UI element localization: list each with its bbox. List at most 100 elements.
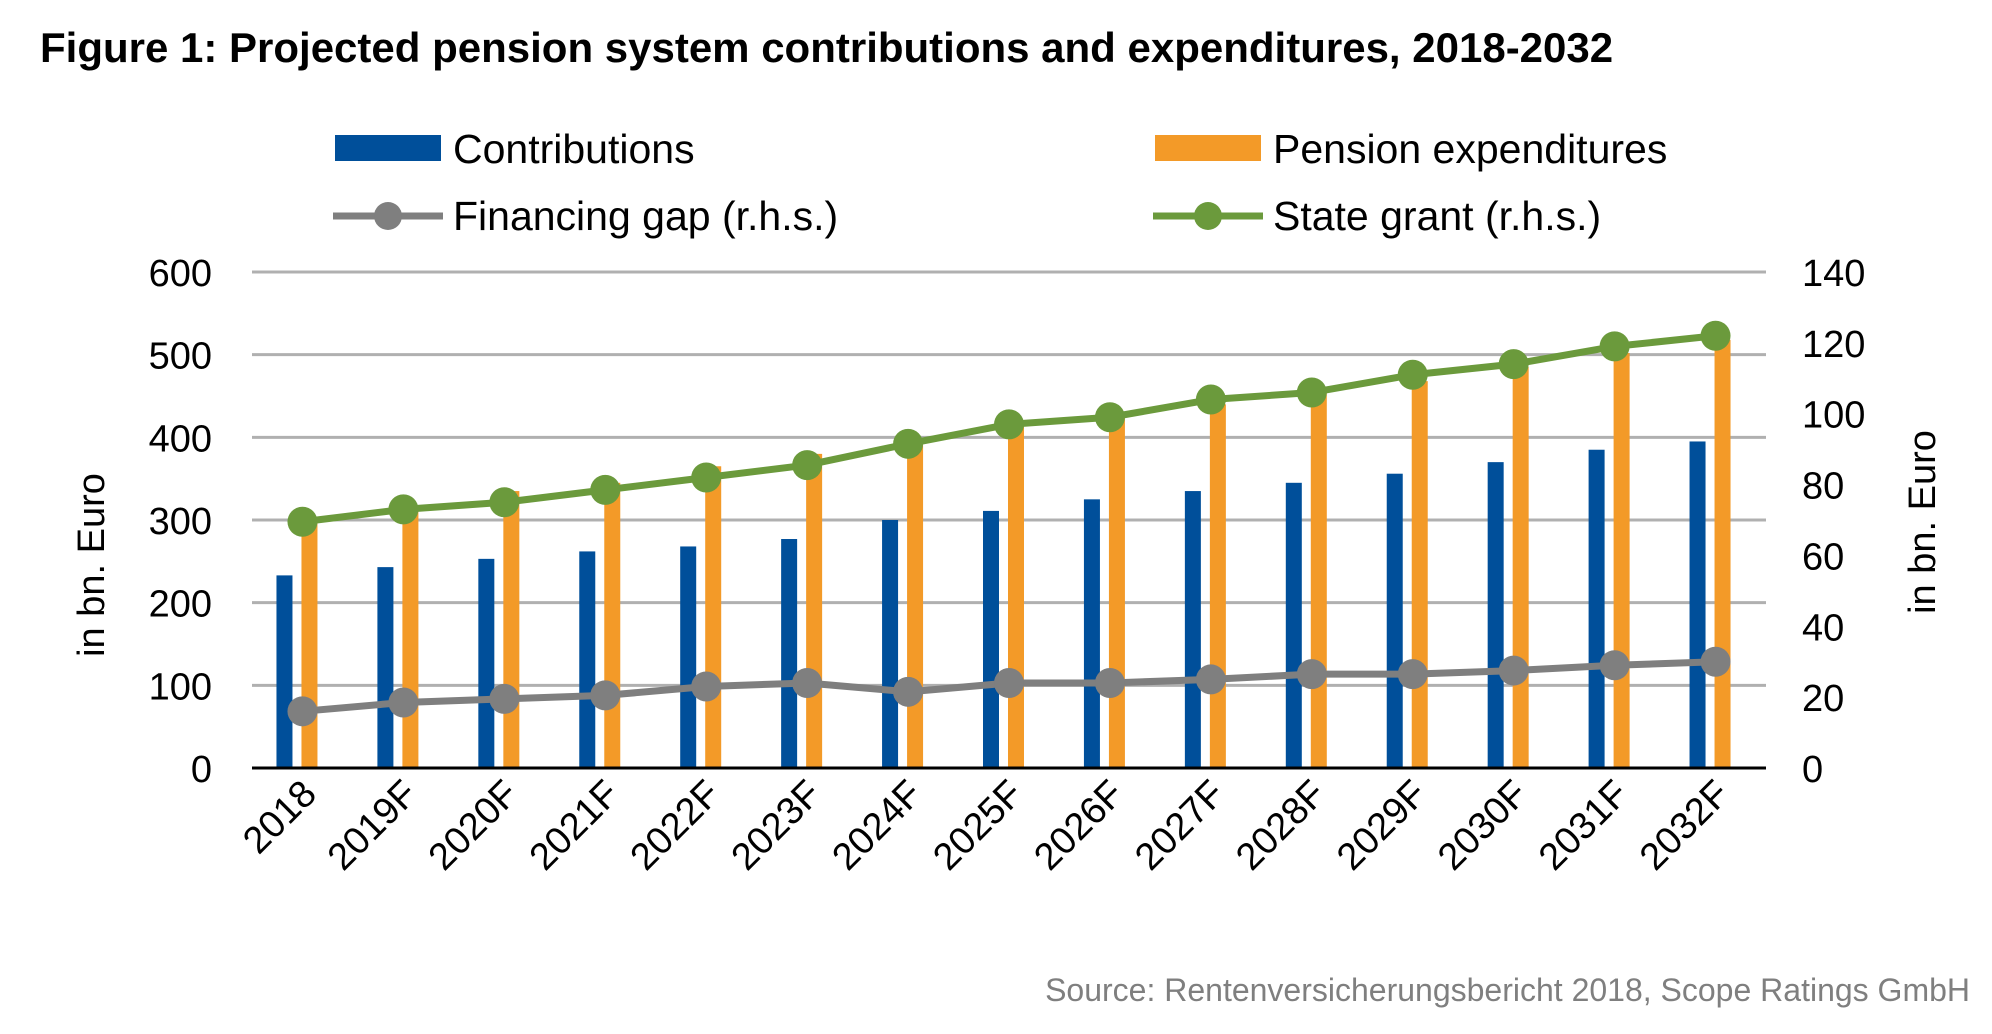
y-left-tick-label: 200	[149, 584, 212, 626]
point-state-grant-2021F	[590, 474, 621, 505]
line-series	[287, 320, 1731, 727]
y-axis-left-label: in bn. Euro	[71, 473, 113, 657]
bar-contributions-2026F	[1083, 499, 1100, 768]
point-state-grant-2032F	[1700, 320, 1731, 351]
bar-pension-expenditures-2024F	[907, 441, 924, 768]
point-state-grant-2019F	[388, 494, 419, 525]
bar-contributions-2019F	[377, 567, 394, 768]
x-tick-label: 2018	[235, 773, 324, 862]
point-financing-gap-2026F	[1094, 667, 1125, 698]
point-financing-gap-2021F	[590, 680, 621, 711]
legend-marker-financing-gap	[374, 202, 402, 230]
point-financing-gap-2023F	[792, 667, 823, 698]
bar-pension-expenditures-2032F	[1714, 339, 1731, 768]
y-right-tick-label: 120	[1802, 324, 1865, 366]
y-axis-right-label: in bn. Euro	[1902, 430, 1944, 614]
bar-pension-expenditures-2028F	[1310, 391, 1327, 768]
point-financing-gap-2030F	[1498, 655, 1529, 686]
point-financing-gap-2018	[287, 696, 318, 727]
bar-pension-expenditures-2025F	[1008, 420, 1024, 768]
y-axis-right: 0 20 40 60 80 100 120 140	[1802, 253, 1865, 791]
point-state-grant-2022F	[691, 462, 722, 493]
point-state-grant-2024F	[893, 428, 924, 459]
point-state-grant-2018	[287, 506, 318, 537]
point-state-grant-2027F	[1195, 384, 1226, 415]
bar-contributions-2032F	[1689, 441, 1706, 768]
y-right-tick-label: 140	[1802, 253, 1865, 295]
x-tick-label: 2024F	[825, 773, 931, 879]
x-tick-label: 2023F	[724, 773, 830, 879]
bar-contributions-2023F	[781, 539, 798, 768]
legend-label-pension-expenditures: Pension expenditures	[1273, 126, 1667, 172]
bar-contributions-2028F	[1285, 482, 1302, 768]
x-tick-label: 2032F	[1632, 773, 1738, 879]
y-right-tick-label: 20	[1802, 678, 1844, 720]
point-financing-gap-2022F	[691, 671, 722, 702]
point-state-grant-2029F	[1397, 359, 1428, 390]
point-financing-gap-2024F	[893, 676, 924, 707]
point-state-grant-2025F	[994, 409, 1024, 440]
bar-pension-expenditures-2020F	[503, 491, 520, 768]
x-axis: 20182019F2020F2021F2022F2023F2024F2025F2…	[235, 773, 1738, 879]
point-financing-gap-2032F	[1700, 646, 1731, 677]
legend-swatch-pension-expenditures	[1155, 135, 1261, 161]
x-tick-label: 2022F	[623, 773, 729, 879]
point-state-grant-2030F	[1498, 349, 1529, 380]
bar-pension-expenditures-2022F	[705, 466, 722, 768]
bar-pension-expenditures-2029F	[1411, 381, 1428, 768]
x-tick-label: 2028F	[1228, 773, 1334, 879]
x-tick-label: 2029F	[1329, 773, 1435, 879]
point-financing-gap-2019F	[388, 687, 419, 718]
y-left-tick-label: 400	[149, 418, 212, 460]
bar-contributions-2025F	[983, 510, 999, 768]
legend: Contributions Pension expenditures Finan…	[333, 126, 1667, 239]
point-state-grant-2031F	[1599, 331, 1630, 362]
bar-contributions-2022F	[680, 546, 697, 768]
legend-label-contributions: Contributions	[453, 126, 695, 172]
legend-marker-state-grant	[1194, 202, 1222, 230]
bar-contributions-2024F	[882, 520, 899, 768]
point-state-grant-2026F	[1094, 402, 1125, 433]
point-financing-gap-2031F	[1599, 650, 1630, 681]
y-right-tick-label: 0	[1802, 749, 1823, 791]
bar-pension-expenditures-2031F	[1613, 353, 1630, 768]
x-tick-label: 2020F	[421, 773, 527, 879]
y-right-tick-label: 80	[1802, 466, 1844, 508]
point-financing-gap-2029F	[1397, 659, 1428, 690]
point-state-grant-2020F	[489, 487, 520, 518]
y-left-tick-label: 100	[149, 666, 212, 708]
bar-contributions-2021F	[579, 551, 596, 768]
point-state-grant-2028F	[1296, 377, 1327, 408]
y-axis-left: 0 100 200 300 400 500 600	[149, 253, 212, 791]
y-left-tick-label: 300	[149, 501, 212, 543]
bar-pension-expenditures-2021F	[604, 482, 621, 768]
x-tick-label: 2019F	[320, 773, 426, 879]
y-right-tick-label: 40	[1802, 607, 1844, 649]
y-left-tick-label: 500	[149, 336, 212, 378]
chart-title: Figure 1: Projected pension system contr…	[40, 24, 1613, 71]
bar-pension-expenditures-2030F	[1512, 367, 1529, 768]
x-tick-label: 2031F	[1531, 773, 1637, 879]
y-right-tick-label: 60	[1802, 536, 1844, 578]
bar-contributions-2027F	[1184, 491, 1201, 768]
bar-contributions-2020F	[478, 558, 495, 768]
x-tick-label: 2025F	[925, 773, 1031, 879]
y-left-tick-label: 600	[149, 253, 212, 295]
bar-pension-expenditures-2027F	[1209, 404, 1226, 768]
bar-pension-expenditures-2023F	[806, 453, 823, 768]
source-note: Source: Rentenversicherungsbericht 2018,…	[1045, 972, 1970, 1008]
legend-label-financing-gap: Financing gap (r.h.s.)	[453, 193, 838, 239]
bar-contributions-2029F	[1386, 473, 1403, 768]
bar-pension-expenditures-2018	[301, 522, 318, 768]
point-financing-gap-2028F	[1296, 659, 1327, 690]
bar-contributions-2031F	[1588, 449, 1605, 768]
bar-pension-expenditures-2026F	[1108, 412, 1125, 768]
legend-swatch-contributions	[335, 135, 441, 161]
bar-pension-expenditures-2019F	[402, 509, 419, 768]
y-left-tick-label: 0	[191, 749, 212, 791]
x-tick-label: 2027F	[1127, 773, 1233, 879]
point-financing-gap-2027F	[1195, 664, 1226, 695]
x-tick-label: 2030F	[1430, 773, 1536, 879]
point-state-grant-2023F	[792, 450, 823, 481]
